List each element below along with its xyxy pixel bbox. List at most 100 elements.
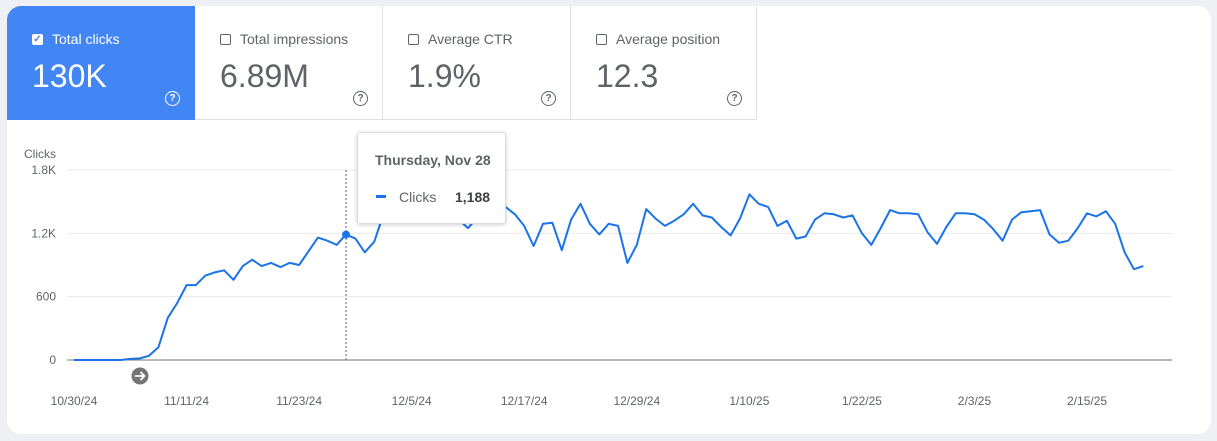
data-point[interactable] — [231, 277, 237, 283]
checkbox-icon[interactable] — [408, 34, 419, 45]
data-point[interactable] — [662, 223, 668, 229]
data-point[interactable] — [718, 224, 724, 230]
help-circle-icon[interactable]: ? — [353, 91, 368, 106]
data-point[interactable] — [165, 315, 171, 321]
data-point[interactable] — [578, 201, 584, 207]
data-point[interactable] — [878, 225, 884, 231]
data-point[interactable] — [906, 210, 912, 216]
data-point[interactable] — [1075, 225, 1081, 231]
data-point[interactable] — [746, 191, 752, 197]
data-point[interactable] — [559, 247, 565, 253]
data-point[interactable] — [1093, 213, 1099, 219]
data-point[interactable] — [99, 357, 105, 363]
data-point[interactable] — [465, 225, 471, 231]
data-point[interactable] — [953, 210, 959, 216]
data-point[interactable] — [531, 243, 537, 249]
data-point[interactable] — [1103, 208, 1109, 214]
data-point[interactable] — [887, 207, 893, 213]
data-point[interactable] — [315, 235, 321, 241]
data-point[interactable] — [596, 231, 602, 237]
data-point[interactable] — [334, 242, 340, 248]
data-point[interactable] — [1056, 240, 1062, 246]
data-point[interactable] — [1018, 209, 1024, 215]
data-point[interactable] — [540, 221, 546, 227]
data-point[interactable] — [259, 263, 265, 269]
data-point[interactable] — [775, 223, 781, 229]
data-point[interactable] — [512, 211, 518, 217]
data-point[interactable] — [155, 344, 161, 350]
data-point[interactable] — [831, 211, 837, 217]
data-point[interactable] — [803, 234, 809, 240]
clicks-series-line[interactable] — [74, 193, 1144, 361]
data-point[interactable] — [127, 356, 133, 362]
data-point[interactable] — [202, 273, 208, 279]
data-point[interactable] — [362, 249, 368, 255]
data-point[interactable] — [737, 216, 743, 222]
data-point[interactable] — [80, 357, 86, 363]
data-point[interactable] — [240, 263, 246, 269]
data-point[interactable] — [821, 210, 827, 216]
data-point[interactable] — [681, 211, 687, 217]
data-point[interactable] — [324, 238, 330, 244]
checkbox-icon[interactable] — [220, 34, 231, 45]
data-point[interactable] — [174, 300, 180, 306]
data-point[interactable] — [193, 282, 199, 288]
data-point[interactable] — [1047, 231, 1053, 237]
data-point[interactable] — [925, 229, 931, 235]
data-point[interactable] — [981, 217, 987, 223]
data-point[interactable] — [352, 236, 358, 242]
data-point[interactable] — [812, 217, 818, 223]
data-point[interactable] — [615, 223, 621, 229]
data-point[interactable] — [549, 220, 555, 226]
data-point[interactable] — [756, 201, 762, 207]
data-point[interactable] — [868, 242, 874, 248]
data-point[interactable] — [1140, 263, 1146, 269]
data-point[interactable] — [700, 212, 706, 218]
data-point[interactable] — [146, 353, 152, 359]
data-point[interactable] — [1131, 266, 1137, 272]
data-point[interactable] — [277, 264, 283, 270]
data-point[interactable] — [1112, 221, 1118, 227]
metric-total-clicks[interactable]: ✓ Total clicks 130K ? — [7, 6, 195, 120]
hover-point[interactable] — [342, 230, 351, 239]
data-point[interactable] — [1000, 238, 1006, 244]
data-point[interactable] — [521, 223, 527, 229]
data-point[interactable] — [109, 357, 115, 363]
data-point[interactable] — [221, 267, 227, 273]
data-point[interactable] — [728, 232, 734, 238]
data-point[interactable] — [568, 217, 574, 223]
checkbox-checked-icon[interactable]: ✓ — [32, 34, 43, 45]
data-point[interactable] — [634, 242, 640, 248]
data-point[interactable] — [587, 221, 593, 227]
data-point[interactable] — [137, 355, 143, 361]
data-point[interactable] — [90, 357, 96, 363]
data-point[interactable] — [1084, 210, 1090, 216]
data-point[interactable] — [606, 221, 612, 227]
data-point[interactable] — [671, 218, 677, 224]
data-point[interactable] — [896, 210, 902, 216]
help-circle-icon[interactable]: ? — [165, 91, 180, 106]
metric-average-position[interactable]: Average position 12.3 ? — [571, 6, 757, 120]
data-point[interactable] — [1037, 207, 1043, 213]
data-point[interactable] — [306, 248, 312, 254]
data-point[interactable] — [840, 215, 846, 221]
data-point[interactable] — [934, 241, 940, 247]
data-point[interactable] — [990, 226, 996, 232]
data-point[interactable] — [212, 269, 218, 275]
data-point[interactable] — [653, 216, 659, 222]
data-point[interactable] — [71, 357, 77, 363]
data-point[interactable] — [859, 230, 865, 236]
checkbox-icon[interactable] — [596, 34, 607, 45]
data-point[interactable] — [850, 212, 856, 218]
help-circle-icon[interactable]: ? — [727, 91, 742, 106]
data-point[interactable] — [690, 201, 696, 207]
data-point[interactable] — [784, 218, 790, 224]
help-circle-icon[interactable]: ? — [541, 91, 556, 106]
data-point[interactable] — [624, 260, 630, 266]
data-point[interactable] — [1028, 208, 1034, 214]
data-point[interactable] — [709, 215, 715, 221]
data-point[interactable] — [915, 211, 921, 217]
data-point[interactable] — [793, 236, 799, 242]
data-point[interactable] — [268, 260, 274, 266]
data-point[interactable] — [643, 206, 649, 212]
